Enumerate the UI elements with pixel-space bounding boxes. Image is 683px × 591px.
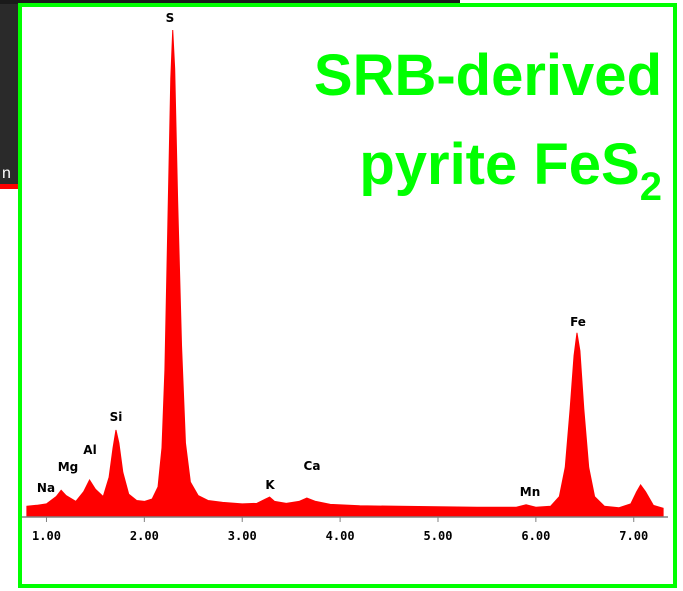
title-line1: SRB-derived (314, 43, 662, 108)
x-tick-label: 7.00 (619, 529, 648, 543)
spectrum (26, 29, 664, 517)
red-strip (0, 184, 20, 189)
peak-label: Na (37, 481, 55, 495)
peak-label: K (265, 478, 275, 492)
title-subscript: 2 (640, 165, 662, 209)
sem-image-fragment (0, 0, 20, 186)
x-tick-label: 4.00 (326, 529, 355, 543)
x-tick-label: 1.00 (32, 529, 61, 543)
background-text: n (2, 165, 11, 182)
title-line2: pyrite FeS2 (359, 132, 662, 209)
x-tick-label: 6.00 (521, 529, 550, 543)
peak-label: Mn (520, 485, 540, 499)
peak-label: Mg (58, 460, 79, 474)
x-tick-label: 2.00 (130, 529, 159, 543)
peak-label: Fe (570, 315, 586, 329)
peak-label: Al (83, 443, 96, 457)
peak-label: Si (110, 410, 123, 424)
peak-label: S (166, 11, 175, 25)
x-tick-label: 3.00 (228, 529, 257, 543)
x-tick-label: 5.00 (424, 529, 453, 543)
peak-label: Ca (304, 459, 321, 473)
sem-image-strip (0, 0, 460, 4)
title-text: pyrite FeS (359, 132, 639, 197)
